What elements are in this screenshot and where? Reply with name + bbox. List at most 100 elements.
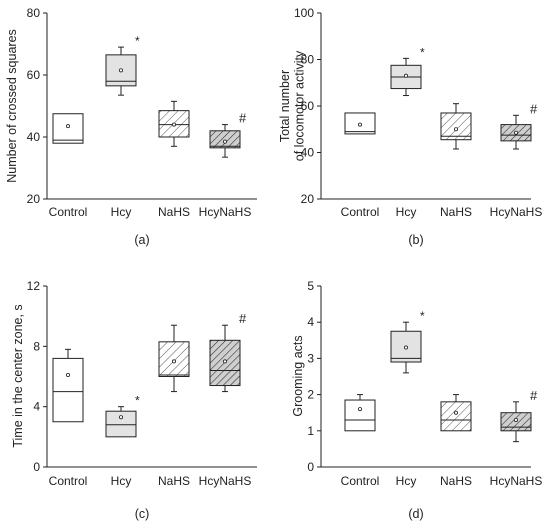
mean-marker [222, 359, 227, 364]
significance-mark: * [135, 394, 140, 408]
box-hcy: * [390, 45, 425, 97]
significance-mark: * [420, 309, 425, 323]
mean-marker [171, 122, 176, 127]
mean-marker [357, 407, 362, 412]
y-tick-label: 60 [27, 68, 41, 82]
mean-marker [171, 359, 176, 364]
x-tick-label: NaHS [440, 205, 472, 219]
x-tick-label: Control [341, 474, 380, 488]
x-tick-label: Control [49, 474, 88, 488]
y-axis-label-line: Time in the center zone, s [11, 304, 25, 447]
y-tick-label: 80 [27, 6, 41, 20]
y-tick-label: 20 [27, 192, 41, 206]
significance-mark: # [530, 101, 538, 116]
x-tick-label: Hcy [111, 474, 132, 488]
significance-mark: # [239, 311, 247, 326]
y-tick-label: 60 [301, 99, 315, 113]
significance-mark: * [420, 45, 425, 59]
significance-mark: # [530, 388, 538, 403]
panel-label: (b) [408, 233, 423, 247]
box-rect [52, 113, 84, 144]
box-control [52, 348, 84, 423]
box-control [344, 112, 376, 135]
x-tick-label: Hcy [396, 474, 417, 488]
mean-marker [66, 372, 71, 377]
box-rect [52, 357, 84, 423]
box-hcy: * [105, 34, 140, 96]
y-tick-label: 0 [307, 460, 314, 474]
box-rect [105, 410, 137, 438]
box-rect [158, 341, 190, 377]
significance-mark: # [239, 111, 247, 126]
y-tick-label: 12 [27, 279, 41, 293]
y-tick-label: 1 [307, 424, 314, 438]
panel-label: (c) [135, 507, 150, 521]
x-tick-label: Control [49, 205, 88, 219]
box-rect [440, 401, 472, 432]
chart-panel: 20 40 60 80 100 Total numberof locomotor acti… [278, 6, 542, 247]
y-tick-label: 0 [33, 460, 40, 474]
x-tick-label: HcyNaHS [199, 474, 252, 488]
x-tick-label: HcyNaHS [199, 205, 252, 219]
box-rect [209, 130, 241, 149]
x-tick-label: HcyNaHS [490, 205, 543, 219]
box-control [52, 113, 84, 144]
box-nahs [158, 100, 190, 147]
x-tick-label: NaHS [440, 474, 472, 488]
y-axis-label-line: Total number [278, 70, 292, 142]
y-tick-label: 2 [307, 388, 314, 402]
mean-marker [119, 68, 124, 73]
box-hcy: * [390, 309, 425, 374]
box-hcynahs: # [209, 111, 247, 158]
x-tick-label: HcyNaHS [490, 474, 543, 488]
panel-label: (d) [408, 507, 423, 521]
box-hcynahs: # [500, 101, 538, 150]
mean-marker [119, 415, 124, 420]
y-tick-label: 4 [307, 315, 314, 329]
x-tick-label: Hcy [111, 205, 132, 219]
box-hcynahs: # [500, 388, 538, 443]
box-rect [344, 399, 376, 432]
y-axis-label-line: of locomotor activity [293, 50, 307, 161]
x-tick-label: Hcy [396, 205, 417, 219]
y-axis-label-line: Number of crossed squares [5, 29, 19, 183]
y-axis-label-line: Grooming acts [291, 335, 305, 416]
x-tick-label: NaHS [158, 474, 190, 488]
y-tick-label: 4 [33, 400, 40, 414]
y-tick-label: 40 [27, 130, 41, 144]
mean-marker [514, 417, 519, 422]
y-tick-label: 100 [294, 6, 314, 20]
y-tick-label: 40 [301, 146, 315, 160]
mean-marker [357, 122, 362, 127]
box-nahs [158, 324, 190, 393]
y-tick-label: 20 [301, 192, 315, 206]
box-hcy: * [105, 394, 140, 438]
y-tick-label: 8 [33, 339, 40, 353]
box-hcynahs: # [209, 311, 247, 393]
x-tick-label: Control [341, 205, 380, 219]
x-tick-label: NaHS [158, 205, 190, 219]
y-axis-label: Grooming acts [291, 335, 305, 416]
mean-marker [514, 130, 519, 135]
box-rect [440, 112, 472, 141]
significance-mark: * [135, 34, 140, 48]
y-axis-label: Time in the center zone, s [11, 304, 25, 447]
box-control [344, 394, 376, 432]
y-tick-label: 5 [307, 279, 314, 293]
box-nahs [440, 394, 472, 432]
mean-marker [222, 139, 227, 144]
y-axis-label: Total numberof locomotor activity [278, 50, 306, 161]
y-axis-label: Number of crossed squares [5, 29, 19, 183]
mean-marker [403, 73, 408, 78]
y-tick-label: 3 [307, 351, 314, 365]
box-nahs [440, 103, 472, 150]
y-tick-label: 80 [301, 53, 315, 67]
panel-label: (a) [134, 233, 149, 247]
mean-marker [453, 127, 458, 132]
mean-marker [66, 124, 71, 129]
mean-marker [403, 345, 408, 350]
mean-marker [453, 410, 458, 415]
